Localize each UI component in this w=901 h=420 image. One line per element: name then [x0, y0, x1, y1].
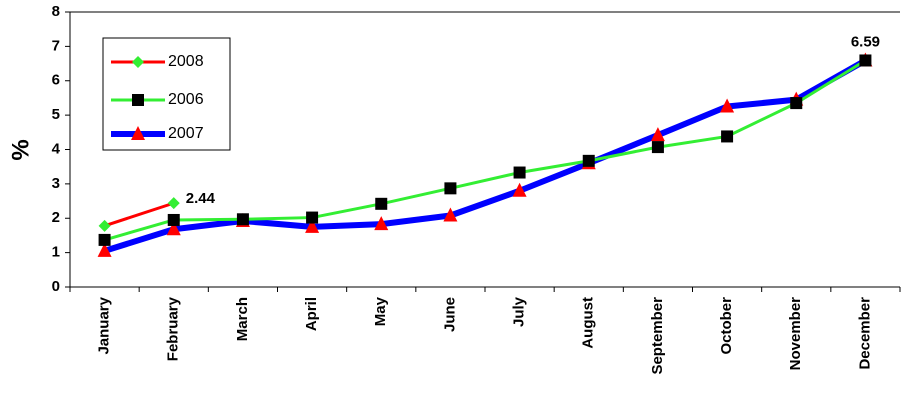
y-tick-label: 2 [52, 209, 60, 226]
legend-label: 2006 [168, 91, 204, 108]
data-point [720, 98, 735, 113]
legend-label: 2008 [168, 53, 204, 70]
x-tick-label: July [511, 296, 528, 327]
data-point [651, 141, 664, 154]
data-point [236, 213, 249, 226]
data-point [513, 166, 526, 179]
series-line [104, 59, 867, 242]
legend-marker [132, 94, 144, 106]
x-tick-label: February [165, 296, 182, 361]
data-point [166, 221, 181, 236]
x-tick-label: March [234, 297, 251, 341]
data-point [167, 213, 180, 226]
data-point [97, 242, 112, 257]
x-tick-label: August [580, 297, 597, 349]
y-tick-label: 3 [52, 175, 60, 192]
data-point [305, 218, 320, 233]
x-tick-label: April [303, 297, 320, 331]
y-tick-label: 8 [52, 3, 60, 20]
data-point [375, 197, 388, 210]
data-point [98, 219, 111, 232]
data-point [721, 130, 734, 143]
y-tick-label: 7 [52, 37, 60, 54]
y-tick-label: 1 [52, 244, 60, 261]
data-point [443, 207, 458, 222]
data-point [790, 97, 803, 110]
x-tick-label: October [718, 297, 735, 355]
data-point [167, 197, 180, 210]
series-line [104, 201, 175, 228]
data-point [444, 182, 457, 195]
data-point [512, 182, 527, 197]
x-tick-label: May [372, 296, 389, 326]
x-tick-label: December [856, 297, 873, 370]
data-point [374, 216, 389, 231]
data-label: 6.59 [851, 33, 880, 50]
legend-label: 2007 [168, 125, 204, 142]
data-label: 2.44 [186, 190, 216, 207]
legend-marker [132, 56, 144, 68]
y-tick-label: 5 [52, 106, 60, 123]
series-line [103, 57, 867, 254]
data-point [98, 233, 111, 246]
legend-marker [131, 126, 145, 140]
data-point [859, 54, 872, 67]
x-tick-label: September [649, 297, 666, 375]
y-tick-label: 0 [52, 278, 60, 295]
x-tick-label: January [96, 296, 113, 354]
x-tick-label: November [787, 297, 804, 371]
y-axis-label: % [7, 139, 34, 160]
x-tick-label: June [441, 297, 458, 332]
data-point [650, 127, 665, 142]
y-tick-label: 4 [52, 140, 61, 157]
y-tick-label: 6 [52, 72, 60, 89]
data-point [306, 211, 319, 224]
data-point [582, 154, 595, 167]
